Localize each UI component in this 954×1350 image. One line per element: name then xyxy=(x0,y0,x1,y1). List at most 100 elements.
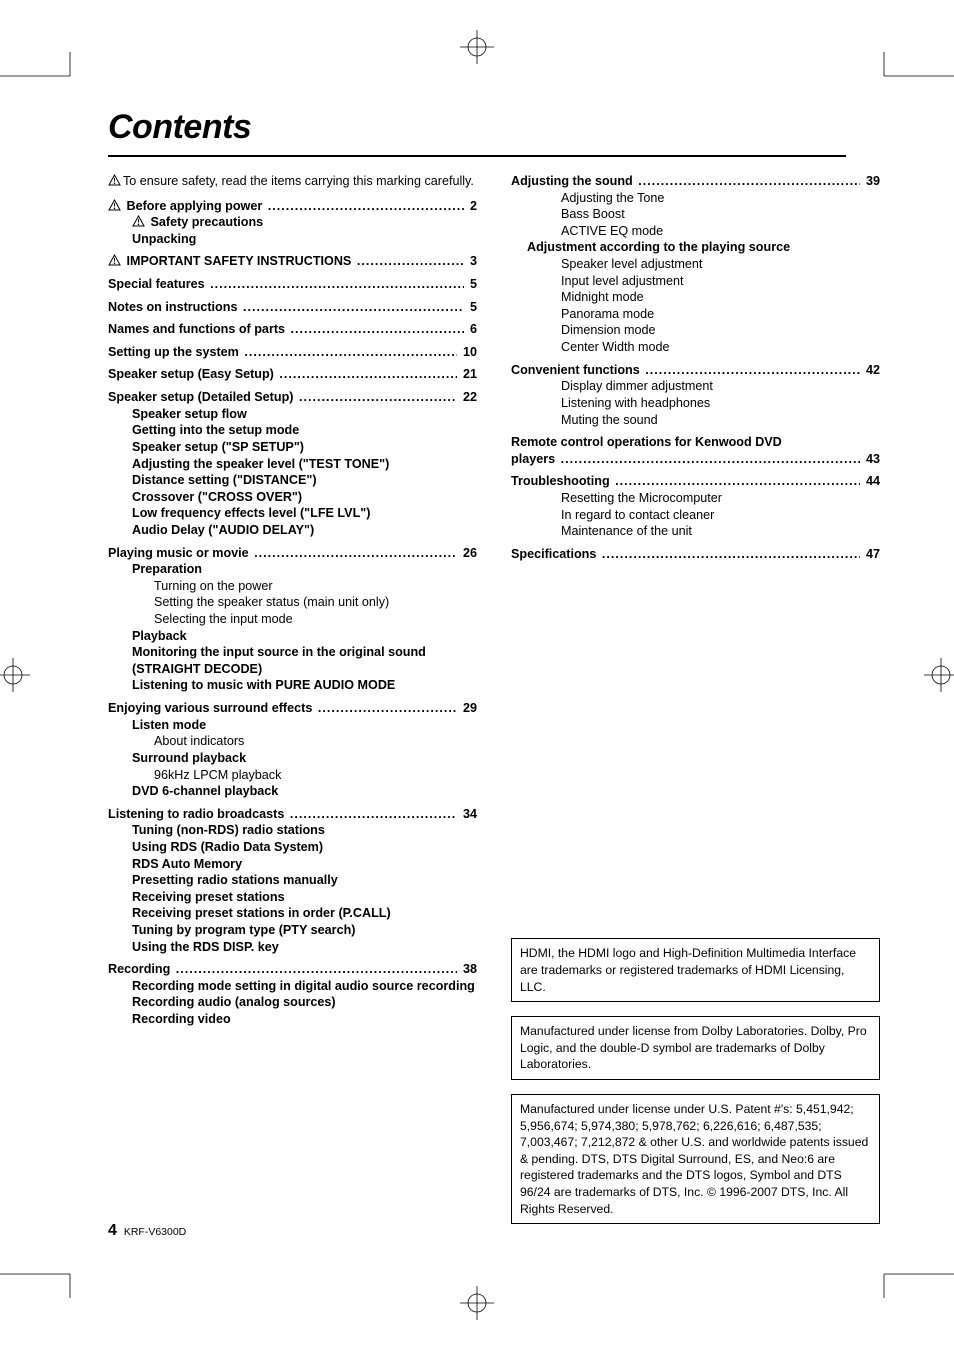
toc-sub: Speaker level adjustment xyxy=(561,256,880,273)
toc-dots xyxy=(290,806,458,823)
toc-dots xyxy=(645,362,860,379)
toc-page: 10 xyxy=(459,344,477,361)
toc-dots xyxy=(318,700,458,717)
toc-sub: Maintenance of the unit xyxy=(561,523,880,540)
toc-row: Troubleshooting 44 xyxy=(511,473,880,490)
toc-title: Convenient functions xyxy=(511,362,643,379)
toc-sub: Recording audio (analog sources) xyxy=(132,994,477,1011)
toc-title: Troubleshooting xyxy=(511,473,613,490)
toc-sub: 96kHz LPCM playback xyxy=(154,767,477,784)
toc-section: Specifications 47 xyxy=(511,546,880,563)
toc-sub: Listen mode xyxy=(132,717,477,734)
page-number: 4 xyxy=(108,1222,117,1239)
toc-row: Special features 5 xyxy=(108,276,477,293)
toc-dots xyxy=(244,344,457,361)
toc-sub: Selecting the input mode xyxy=(154,611,477,628)
toc-title: Enjoying various surround effects xyxy=(108,700,316,717)
toc-sub: Crossover ("CROSS OVER") xyxy=(132,489,477,506)
crop-mark-right xyxy=(924,658,954,692)
toc-sub: Listening with headphones xyxy=(561,395,880,412)
safety-note: To ensure safety, read the items carryin… xyxy=(108,173,477,190)
toc-dots xyxy=(243,299,465,316)
toc-sub: Setting the speaker status (main unit on… xyxy=(154,594,477,611)
toc-left-column: To ensure safety, read the items carryin… xyxy=(108,173,477,1238)
toc-title: Names and functions of parts xyxy=(108,321,289,338)
toc-page: 26 xyxy=(459,545,477,562)
toc-section: Speaker setup (Detailed Setup) 22Speaker… xyxy=(108,389,477,538)
toc-dots xyxy=(357,253,465,270)
toc-title: players xyxy=(511,451,559,468)
toc-sub: Tuning (non-RDS) radio stations xyxy=(132,822,477,839)
toc-title: Playing music or movie xyxy=(108,545,252,562)
toc-dots xyxy=(615,473,860,490)
toc-dots xyxy=(254,545,457,562)
toc-sub: Low frequency effects level ("LFE LVL") xyxy=(132,505,477,522)
cut-mark-bottom-right xyxy=(864,1258,954,1298)
toc-section: Remote control operations for Kenwood DV… xyxy=(511,434,880,467)
toc-sub: Adjustment according to the playing sour… xyxy=(527,239,880,256)
toc-sub: RDS Auto Memory xyxy=(132,856,477,873)
caution-icon xyxy=(108,199,121,211)
toc-section: Troubleshooting 44Resetting the Microcom… xyxy=(511,473,880,539)
toc-row: Recording 38 xyxy=(108,961,477,978)
toc-title: Notes on instructions xyxy=(108,299,241,316)
toc-sub: Midnight mode xyxy=(561,289,880,306)
toc-page: 39 xyxy=(862,173,880,190)
toc-row: IMPORTANT SAFETY INSTRUCTIONS 3 xyxy=(108,253,477,270)
toc-sub: Input level adjustment xyxy=(561,273,880,290)
toc-dots xyxy=(638,173,860,190)
toc-row: Convenient functions 42 xyxy=(511,362,880,379)
toc-columns: To ensure safety, read the items carryin… xyxy=(108,173,846,1238)
toc-title: IMPORTANT SAFETY INSTRUCTIONS xyxy=(108,253,355,270)
toc-title: Speaker setup (Easy Setup) xyxy=(108,366,277,383)
toc-dots xyxy=(561,451,861,468)
toc-sub: Using RDS (Radio Data System) xyxy=(132,839,477,856)
toc-page: 2 xyxy=(466,198,477,215)
crop-mark-bottom xyxy=(460,1286,494,1320)
toc-sub: Getting into the setup mode xyxy=(132,422,477,439)
toc-row: Enjoying various surround effects 29 xyxy=(108,700,477,717)
toc-title: Remote control operations for Kenwood DV… xyxy=(511,434,880,451)
toc-sub: Dimension mode xyxy=(561,322,880,339)
toc-sub: Receiving preset stations xyxy=(132,889,477,906)
toc-row: Listening to radio broadcasts 34 xyxy=(108,806,477,823)
legal-notice: HDMI, the HDMI logo and High-Definition … xyxy=(511,938,880,1002)
toc-page: 44 xyxy=(862,473,880,490)
toc-sub: Surround playback xyxy=(132,750,477,767)
toc-section: Playing music or movie 26PreparationTurn… xyxy=(108,545,477,694)
toc-row: Before applying power 2 xyxy=(108,198,477,215)
toc-section: Setting up the system 10 xyxy=(108,344,477,361)
caution-icon xyxy=(132,215,145,227)
toc-row: Specifications 47 xyxy=(511,546,880,563)
toc-sub: Speaker setup ("SP SETUP") xyxy=(132,439,477,456)
toc-sub: Preparation xyxy=(132,561,477,578)
toc-section: Special features 5 xyxy=(108,276,477,293)
toc-sub: Playback xyxy=(132,628,477,645)
toc-sub: Adjusting the Tone xyxy=(561,190,880,207)
toc-title: Speaker setup (Detailed Setup) xyxy=(108,389,297,406)
toc-title: Special features xyxy=(108,276,208,293)
safety-note-text: To ensure safety, read the items carryin… xyxy=(123,174,474,188)
toc-sub: Listening to music with PURE AUDIO MODE xyxy=(132,677,477,694)
toc-sub: ACTIVE EQ mode xyxy=(561,223,880,240)
toc-row: Notes on instructions 5 xyxy=(108,299,477,316)
toc-dots xyxy=(602,546,861,563)
toc-title: Adjusting the sound xyxy=(511,173,636,190)
toc-sub: DVD 6-channel playback xyxy=(132,783,477,800)
toc-sub: Speaker setup flow xyxy=(132,406,477,423)
toc-section: IMPORTANT SAFETY INSTRUCTIONS 3 xyxy=(108,253,477,270)
caution-icon xyxy=(108,174,121,186)
toc-page: 21 xyxy=(459,366,477,383)
toc-sub: Safety precautions xyxy=(132,214,477,231)
toc-row: Names and functions of parts 6 xyxy=(108,321,477,338)
toc-dots xyxy=(210,276,464,293)
toc-sub: In regard to contact cleaner xyxy=(561,507,880,524)
toc-sub: Resetting the Microcomputer xyxy=(561,490,880,507)
crop-mark-top xyxy=(460,30,494,64)
toc-sub: Muting the sound xyxy=(561,412,880,429)
model-name: KRF-V6300D xyxy=(124,1226,186,1238)
toc-title: Listening to radio broadcasts xyxy=(108,806,288,823)
toc-sub: Unpacking xyxy=(132,231,477,248)
toc-sub: Audio Delay ("AUDIO DELAY") xyxy=(132,522,477,539)
toc-sub: Center Width mode xyxy=(561,339,880,356)
